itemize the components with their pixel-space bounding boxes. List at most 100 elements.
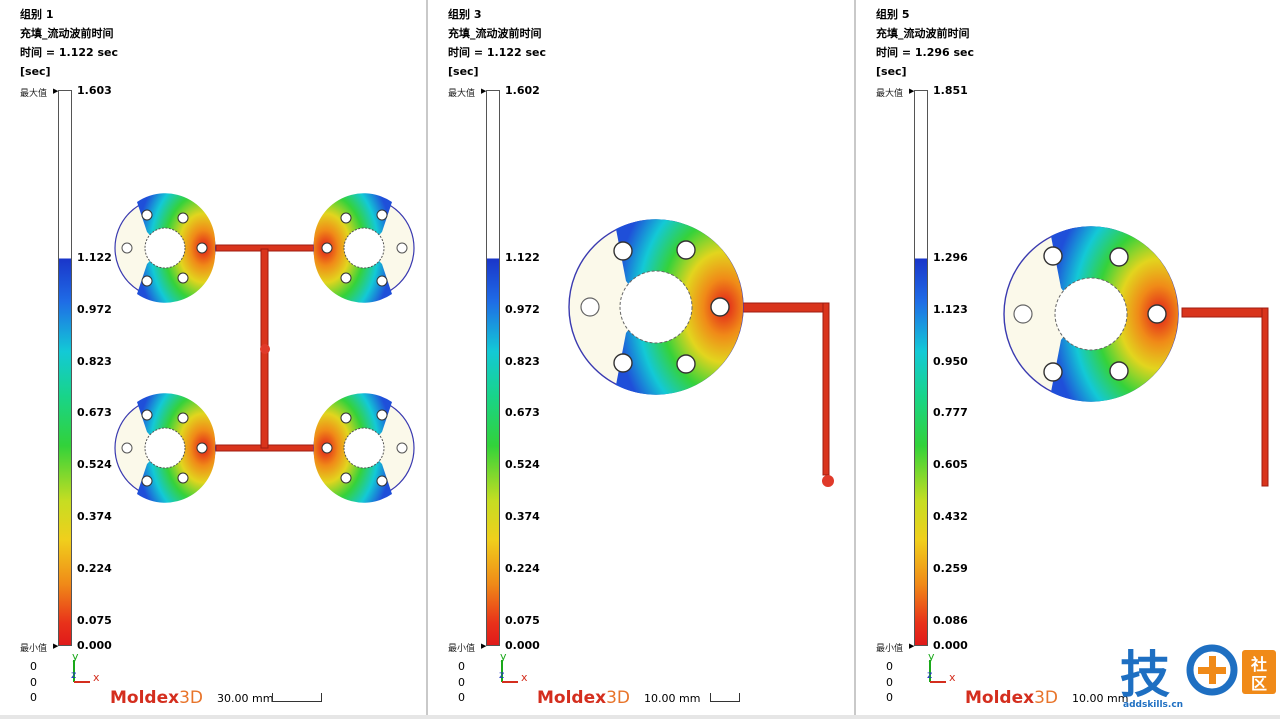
axis-z-label: z [499,670,504,681]
moldex3d-logo: Moldex3D [537,688,630,708]
max-arrow-icon: ▶ [53,87,59,95]
moldex3d-logo: Moldex3D [965,688,1058,708]
max-value: 1.602 [505,84,540,97]
unit-label: [sec] [20,65,51,78]
origin-x: 0 [886,660,893,673]
axis-x-label: x [521,671,528,684]
scale-tick: 0.259 [933,562,968,575]
origin-z: 0 [458,691,465,704]
min-label: 最小值 [20,644,48,654]
cavity [114,193,216,303]
unit-label: [sec] [876,65,907,78]
scale-tick: 0.673 [77,406,112,419]
scale-length-text: 10.00 mm [1072,692,1129,705]
axis-x-label: x [93,671,100,684]
min-arrow-icon: ▶ [909,642,915,650]
max-arrow-icon: ▶ [481,87,487,95]
axis-y-label: y [500,650,507,663]
scale-tick: 0.224 [77,562,112,575]
scale-tick: 0.823 [77,355,112,368]
time-readout: 时间 = 1.296 sec [876,46,975,59]
axis-z-label: z [927,670,932,681]
group-title: 组别 5 [876,8,910,21]
axis-triad-icon: y z x [927,650,956,684]
time-readout: 时间 = 1.122 sec [20,46,119,59]
max-label: 最大值 [876,89,904,99]
result-name: 充填_流动波前时间 [20,27,114,40]
axis-x-label: x [949,671,956,684]
model-view-four-cavity [114,193,415,503]
min-label: 最小值 [876,644,904,654]
scale-tick: 0.972 [505,303,540,316]
color-scale-bar [486,90,500,646]
cavity [1003,226,1179,402]
result-panel-3: 组别 3 充填_流动波前时间 时间 = 1.122 sec [sec] 最大值 … [428,0,854,715]
axis-y-label: y [928,650,935,663]
unit-label: [sec] [448,65,479,78]
result-panel-1: 组别 1 充填_流动波前时间 时间 = 1.122 sec [sec] 最大值 … [0,0,426,715]
origin-z: 0 [30,691,37,704]
scale-bar [710,693,740,702]
max-arrow-icon: ▶ [909,87,915,95]
max-value: 1.851 [933,84,968,97]
cavity [313,393,415,503]
scale-tick: 0.374 [77,510,112,523]
scale-tick: 0.432 [933,510,968,523]
scale-tick: 0.605 [933,458,968,471]
scale-tick: 0.777 [933,406,968,419]
scale-tick: 1.122 [505,251,540,264]
origin-x: 0 [30,660,37,673]
max-value: 1.603 [77,84,112,97]
cavity [568,219,744,395]
cavity [313,193,415,303]
axis-triad-icon: y z x [71,650,100,684]
scale-tick: 0.950 [933,355,968,368]
origin-x: 0 [458,660,465,673]
min-value: 0.000 [77,639,112,652]
color-scale-bar [914,90,928,646]
watermark-url: addskills.cn [1123,700,1184,710]
scale-tick: 0.224 [505,562,540,575]
origin-z: 0 [886,691,893,704]
scale-tick: 0.374 [505,510,540,523]
scale-tick: 1.296 [933,251,968,264]
watermark-char: 区 [1251,674,1267,693]
min-label: 最小值 [448,644,476,654]
panel-divider[interactable] [426,0,428,715]
group-title: 组别 3 [448,8,482,21]
min-arrow-icon: ▶ [53,642,59,650]
scale-tick: 0.673 [505,406,540,419]
scale-tick: 1.123 [933,303,968,316]
max-label: 最大值 [448,89,476,99]
scale-tick: 0.524 [505,458,540,471]
scale-length-text: 10.00 mm [644,692,701,705]
min-value: 0.000 [505,639,540,652]
moldex3d-logo: Moldex3D [110,688,203,708]
scale-tick: 0.086 [933,614,968,627]
watermark-char: 社 [1250,655,1267,674]
result-panel-5: 组别 5 充填_流动波前时间 时间 = 1.296 sec [sec] 最大值 … [856,0,1280,715]
scale-tick: 0.823 [505,355,540,368]
axis-z-label: z [71,670,76,681]
model-view-single-cavity [1003,226,1269,487]
cavity [114,393,216,503]
result-name: 充填_流动波前时间 [876,27,970,40]
min-value: 0.000 [933,639,968,652]
axis-triad-icon: y z x [499,650,528,684]
scale-tick: 0.972 [77,303,112,316]
origin-y: 0 [458,676,465,689]
min-arrow-icon: ▶ [481,642,487,650]
origin-y: 0 [30,676,37,689]
panel-divider[interactable] [854,0,856,715]
scale-tick: 0.524 [77,458,112,471]
max-label: 最大值 [20,89,48,99]
time-readout: 时间 = 1.122 sec [448,46,547,59]
scale-tick: 0.075 [505,614,540,627]
axis-y-label: y [72,650,79,663]
scale-tick: 1.122 [77,251,112,264]
watermark-char: 技 [1120,646,1170,704]
scale-tick: 0.075 [77,614,112,627]
scale-length-text: 30.00 mm [217,692,274,705]
scale-bar [272,693,322,702]
result-name: 充填_流动波前时间 [448,27,542,40]
